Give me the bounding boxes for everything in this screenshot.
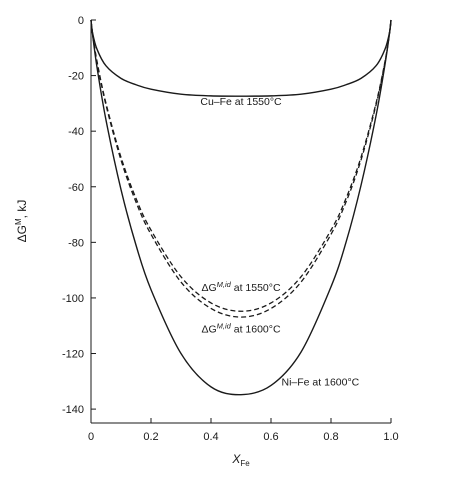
annotation-cufe-label: Cu–Fe at 1550°C xyxy=(200,96,282,108)
ticks: 0 0.2 0.4 0.6 0.8 1.0 0 -20 -40 -60 -80 -100 -120 -14… xyxy=(62,15,399,443)
x-tick-label: 1.0 xyxy=(383,431,398,443)
y-axis-title-unit: , kJ xyxy=(15,200,29,219)
y-axis-title: ΔGM, kJ xyxy=(14,200,29,243)
y-tick-label: -60 xyxy=(68,182,84,194)
x-axis-title-sub: Fe xyxy=(240,459,250,468)
x-axis-title-main: X xyxy=(231,452,241,466)
x-tick-label: 0.4 xyxy=(203,431,218,443)
x-tick-label: 0.2 xyxy=(143,431,158,443)
series-line-ideal1600 xyxy=(90,19,392,318)
series-line-ideal1550 xyxy=(90,19,392,312)
y-tick-label: -100 xyxy=(62,293,84,305)
x-tick-label: 0 xyxy=(88,431,94,443)
x-tick-label: 0.8 xyxy=(323,431,338,443)
axis-titles: XFe ΔGM, kJ xyxy=(14,200,250,468)
y-tick-label: -80 xyxy=(68,237,84,249)
y-axis-title-sup: M xyxy=(14,218,23,225)
annotation-ideal1550-label: ΔGM,id at 1550°C xyxy=(201,280,281,294)
y-tick-label: -120 xyxy=(62,349,84,361)
plot-area: 0 0.2 0.4 0.6 0.8 1.0 0 -20 -40 -60 -80 -100 -120 -14… xyxy=(62,15,399,443)
y-tick-label: -20 xyxy=(68,71,84,83)
series-line-nife xyxy=(90,19,392,396)
x-axis-title: XFe xyxy=(231,452,250,468)
annotation-layer: Cu–Fe at 1550°C ΔGM,id at 1550°C ΔGM,id at… xyxy=(200,96,359,389)
series-line-cufe xyxy=(90,19,392,97)
x-tick-label: 0.6 xyxy=(263,431,278,443)
annotation-nife-label: Ni–Fe at 1600°C xyxy=(282,376,360,388)
y-tick-label: 0 xyxy=(78,15,84,27)
series-layer xyxy=(90,19,392,396)
y-tick-label: -140 xyxy=(62,404,84,416)
annotation-ideal1600-label: ΔGM,id at 1600°C xyxy=(201,322,281,336)
y-tick-label: -40 xyxy=(68,126,84,138)
y-axis-title-main: ΔG xyxy=(15,225,29,242)
